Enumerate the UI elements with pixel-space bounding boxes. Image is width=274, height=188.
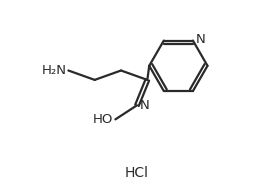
Text: N: N <box>195 33 205 46</box>
Text: HO: HO <box>93 113 113 126</box>
Text: N: N <box>139 99 149 112</box>
Text: H₂N: H₂N <box>41 64 67 77</box>
Text: HCl: HCl <box>125 166 149 180</box>
